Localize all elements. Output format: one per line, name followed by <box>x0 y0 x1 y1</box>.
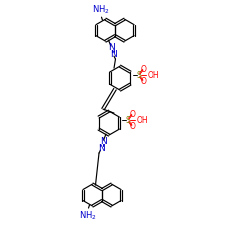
Text: O: O <box>141 65 147 74</box>
Text: O: O <box>141 76 147 86</box>
Text: N: N <box>110 50 117 59</box>
Text: NH$_2$: NH$_2$ <box>92 4 109 16</box>
Text: N: N <box>100 136 106 145</box>
Text: S: S <box>126 116 130 124</box>
Text: N: N <box>98 144 104 152</box>
Text: NH$_2$: NH$_2$ <box>79 209 96 222</box>
Text: O: O <box>130 122 136 130</box>
Text: O: O <box>130 110 136 118</box>
Text: OH: OH <box>148 71 160 80</box>
Text: S: S <box>136 71 141 80</box>
Text: N: N <box>108 43 115 52</box>
Text: OH: OH <box>137 116 148 124</box>
